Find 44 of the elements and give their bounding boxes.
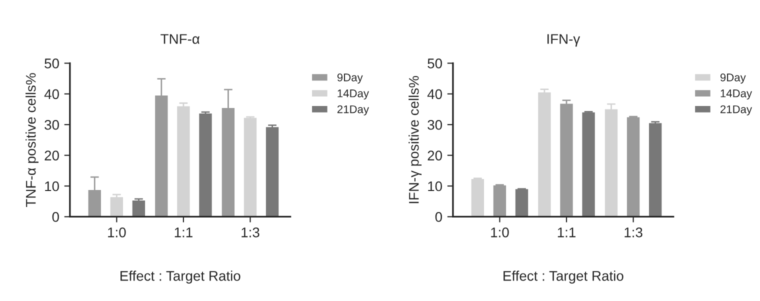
y-tick-label: 0 [435,212,442,222]
y-tick-label: 0 [52,212,59,222]
legend-label: 21Day [337,105,369,116]
y-tick-label: 20 [44,150,59,160]
legend-label: 21Day [720,105,752,116]
y-tick-label: 10 [428,181,442,192]
bar [471,178,484,217]
chart-title: TNF-α [160,34,200,44]
bar [266,127,279,217]
x-tick-label: 1:1 [558,228,576,238]
bar [648,123,662,217]
y-tick-label: 30 [44,120,59,130]
legend-label: 9Day [720,74,746,84]
legend-label: 14Day [720,90,752,100]
bar [199,114,212,217]
x-axis-title: Effect : Target Ratio [120,270,240,284]
x-axis-title: Effect : Target Ratio [504,270,624,284]
bar [582,112,595,217]
y-tick-label: 50 [44,58,59,68]
y-axis-title: TNF-α positive cells% [26,73,38,207]
bar [560,104,573,217]
legend-label: 9Day [337,74,363,84]
y-tick-label: 40 [427,89,442,100]
bar [110,197,124,217]
x-tick-label: 1:0 [491,228,509,238]
x-tick-label: 1:3 [242,228,260,238]
y-tick-label: 50 [428,58,442,68]
x-tick-label: 1:1 [174,228,192,238]
legend-label: 14Day [338,90,369,100]
x-tick-label: 1:3 [624,228,642,238]
bar [493,185,506,217]
x-tick-label: 1:0 [108,228,126,238]
y-tick-label: 30 [428,120,442,130]
y-tick-label: 20 [428,150,442,160]
bar [538,92,551,217]
y-tick-label: 40 [44,89,59,100]
y-tick-label: 10 [45,181,59,192]
chart-title: IFN-γ [547,34,580,47]
bar [132,200,146,217]
bar [244,118,257,217]
bar [626,117,640,217]
bar [177,106,190,217]
bar [515,189,528,217]
y-axis-title: IFN-γ positive cells% [408,76,422,204]
